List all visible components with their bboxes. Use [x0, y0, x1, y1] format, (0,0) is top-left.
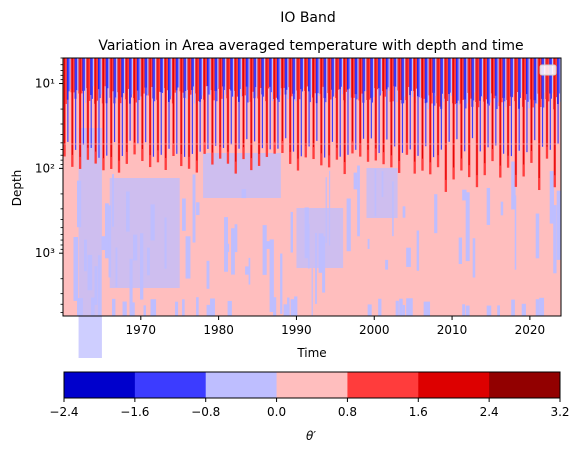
colorbar-swatch [205, 372, 278, 398]
x-tick-label: 1980 [203, 323, 234, 337]
y-axis-label: Depth [10, 170, 24, 207]
colorbar: −2.4 −1.6 −0.8 0.0 0.8 1.6 2.4 3.2 [49, 371, 570, 419]
x-tick-label: 1990 [281, 323, 312, 337]
x-tick-label: 2010 [437, 323, 468, 337]
colorbar-swatch [276, 372, 348, 398]
colorbar-tick-label: 0.8 [338, 405, 357, 419]
colorbar-label: θ′ [306, 429, 316, 443]
x-tick-label: 2000 [359, 323, 390, 337]
colorbar-tick-label: −1.6 [120, 405, 149, 419]
colorbar-swatch [64, 372, 136, 398]
figure-suptitle: IO Band [280, 10, 336, 26]
y-tick-label: 10³ [35, 246, 55, 260]
y-axis: 10¹ 10² 10³ [35, 57, 63, 313]
y-tick-label: 10¹ [35, 77, 55, 91]
x-tick-label: 1970 [126, 323, 157, 337]
colorbar-tick-label: 0.0 [267, 405, 286, 419]
colorbar-tick-label: 1.6 [409, 405, 428, 419]
x-axis: 1970 1980 1990 2000 2010 2020 [126, 316, 546, 337]
plot-area [62, 57, 562, 358]
y-tick-label: 10² [35, 161, 55, 175]
colorbar-tick-label: −0.8 [191, 405, 220, 419]
x-tick-label: 2020 [515, 323, 546, 337]
colorbar-tick-label: 2.4 [480, 405, 499, 419]
chart-title: Variation in Area averaged temperature w… [98, 38, 523, 54]
x-axis-label: Time [296, 346, 326, 360]
colorbar-swatch [418, 372, 490, 398]
colorbar-tick-label: −2.4 [49, 405, 78, 419]
colorbar-swatch [347, 372, 419, 398]
legend-box [539, 64, 557, 76]
colorbar-swatch [489, 372, 561, 398]
colorbar-swatch [134, 372, 207, 398]
colorbar-tick-label: 3.2 [550, 405, 569, 419]
